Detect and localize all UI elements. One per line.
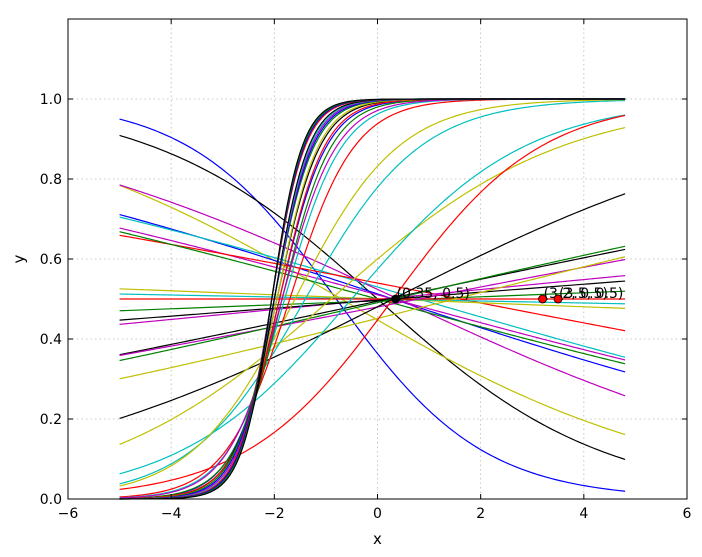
- point-label: (3.5, 0.5): [559, 286, 623, 302]
- series-line: [119, 134, 626, 460]
- data-point: [391, 294, 400, 304]
- y-tick-label: 1.0: [40, 92, 62, 108]
- y-tick-label: 0.6: [40, 252, 62, 268]
- point-label: (0.35, 0.5): [397, 286, 470, 302]
- y-tick-label: 0.2: [40, 412, 62, 428]
- annotation-points: (0.35, 0.5) (3.2, 0.5)(3.5, 0.5): [391, 286, 623, 304]
- data-point: [538, 294, 547, 304]
- series-line: [119, 118, 626, 492]
- series-line: [119, 98, 626, 500]
- series-line: [119, 280, 626, 321]
- y-tick-label: 0.4: [40, 332, 62, 348]
- x-tick-label: 4: [579, 506, 588, 522]
- x-tick-label: 0: [373, 506, 382, 522]
- series-line: [119, 258, 626, 357]
- series-line: [119, 184, 626, 436]
- series-line: [119, 256, 626, 380]
- series-line: [119, 126, 626, 445]
- y-tick-label: 0.8: [40, 172, 62, 188]
- x-tick-label: 2: [476, 506, 485, 522]
- series-line: [119, 114, 626, 475]
- x-tick-label: 6: [683, 506, 692, 522]
- series-line: [119, 231, 626, 365]
- y-tick-label: 0.0: [40, 492, 62, 508]
- data-point: [553, 294, 563, 304]
- series-line: [119, 248, 626, 356]
- series-line: [119, 193, 626, 420]
- x-tick-label: −2: [264, 506, 285, 522]
- series-line: [119, 216, 626, 358]
- x-tick-label: −6: [58, 506, 79, 522]
- y-axis-label: y: [10, 254, 28, 263]
- x-axis-label: x: [373, 530, 382, 548]
- series-line: [119, 227, 626, 361]
- series-line: [119, 184, 626, 397]
- series-line: [119, 245, 626, 362]
- series-line: [119, 114, 626, 491]
- series-line: [119, 234, 626, 332]
- x-tick-label: −4: [161, 506, 182, 522]
- axis-ticks: −6 −4 −2 0 2 4 6 0.0 0.2 0.4 0.6 0.8 1.0: [40, 19, 692, 522]
- series-line: [119, 99, 626, 487]
